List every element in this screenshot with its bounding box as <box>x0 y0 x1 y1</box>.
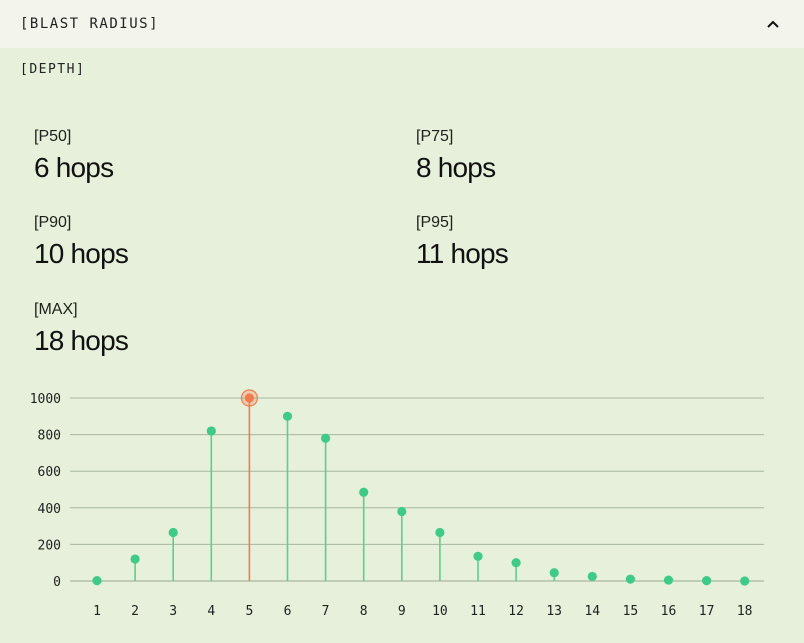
lollipop-dot <box>244 393 254 403</box>
stat-value: 10 hops <box>34 238 129 269</box>
stat-label: [P95] <box>416 214 454 231</box>
x-tick-label: 5 <box>245 604 253 619</box>
stat-p50: [P50] 6 hops <box>34 128 114 184</box>
x-tick-label: 16 <box>661 604 677 619</box>
lollipop-dot <box>282 411 293 421</box>
y-tick-label: 0 <box>53 575 61 590</box>
x-tick-label: 6 <box>284 604 292 619</box>
x-tick-label: 12 <box>508 604 524 619</box>
x-tick-label: 8 <box>360 604 368 619</box>
lollipop-dot <box>549 568 559 578</box>
x-tick-label: 3 <box>169 604 177 619</box>
lollipop-dot <box>321 433 331 443</box>
lollipop-dot <box>359 487 369 497</box>
y-tick-label: 600 <box>38 465 61 480</box>
lollipop-dot <box>130 554 140 564</box>
y-tick-label: 200 <box>38 538 61 553</box>
stat-label: [P75] <box>416 128 454 145</box>
y-tick-label: 800 <box>38 429 61 444</box>
lollipop-dot <box>92 576 102 586</box>
x-tick-label: 2 <box>131 604 139 619</box>
stat-label: [MAX] <box>34 301 78 318</box>
stat-label: [P90] <box>34 214 72 231</box>
stat-p95: [P95] 11 hops <box>416 214 509 270</box>
y-tick-label: 400 <box>38 502 61 517</box>
x-tick-label: 11 <box>470 604 486 619</box>
stat-value: 8 hops <box>416 152 496 183</box>
section-label: [DEPTH] <box>20 62 86 77</box>
x-tick-label: 14 <box>584 604 600 619</box>
x-tick-label: 10 <box>432 604 448 619</box>
x-tick-label: 4 <box>207 604 215 619</box>
lollipop-dot <box>587 571 597 582</box>
stat-label: [P50] <box>34 128 72 145</box>
chevron-up-icon <box>767 20 779 28</box>
lollipop-dot <box>168 527 178 538</box>
stat-p90: [P90] 10 hops <box>34 214 129 270</box>
stat-value: 18 hops <box>34 325 129 356</box>
x-tick-label: 17 <box>699 604 715 619</box>
lollipop-dot <box>740 576 750 586</box>
lollipop-dot <box>473 551 483 561</box>
lollipop-dot <box>702 576 712 586</box>
x-tick-label: 7 <box>322 604 330 619</box>
blast-radius-header: [BLAST RADIUS] <box>0 0 804 48</box>
collapse-button[interactable] <box>762 13 784 35</box>
lollipop-dot <box>435 527 445 538</box>
lollipop-dot <box>397 506 407 517</box>
lollipop-dot <box>663 575 674 585</box>
x-tick-label: 18 <box>737 604 753 619</box>
x-tick-label: 9 <box>398 604 406 619</box>
stat-max: [MAX] 18 hops <box>34 301 129 357</box>
stat-value: 11 hops <box>416 238 509 269</box>
header-title: [BLAST RADIUS] <box>20 16 160 32</box>
x-tick-label: 1 <box>93 604 101 619</box>
stat-value: 6 hops <box>34 152 114 183</box>
y-tick-label: 1000 <box>30 392 61 407</box>
stat-p75: [P75] 8 hops <box>416 128 496 184</box>
lollipop-dot <box>511 558 521 568</box>
x-tick-label: 15 <box>623 604 639 619</box>
lollipop-dot <box>206 426 216 436</box>
x-tick-label: 13 <box>546 604 562 619</box>
lollipop-dot <box>625 574 636 584</box>
